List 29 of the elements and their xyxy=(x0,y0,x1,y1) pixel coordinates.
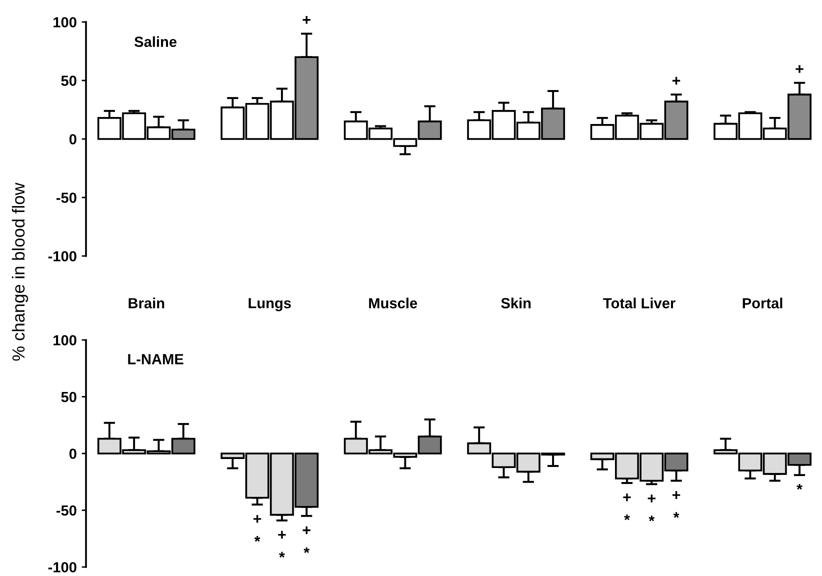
data-label: * xyxy=(796,484,802,490)
y-tick-label: 50 xyxy=(61,392,76,402)
data-label: + * xyxy=(623,493,631,520)
x-tick-label: Portal xyxy=(742,298,782,308)
data-label: + xyxy=(672,76,680,85)
y-tick-label: 50 xyxy=(61,76,76,86)
data-label: + * xyxy=(302,526,310,554)
y-tick-label: 100 xyxy=(54,17,76,28)
x-tick-label: Total Liver xyxy=(603,298,676,308)
data-label: + * xyxy=(278,530,286,558)
data-label: + * xyxy=(648,494,656,522)
data-label: + * xyxy=(253,515,262,542)
x-tick-label: Skin xyxy=(501,298,531,308)
data-label: + * xyxy=(672,491,680,518)
y-tick-label: -100 xyxy=(48,251,76,262)
data-label: + xyxy=(796,65,804,73)
x-tick-label: Lungs xyxy=(248,298,291,312)
x-tick-label: Muscle xyxy=(369,298,418,308)
text: Saline xyxy=(134,36,177,47)
y-tick-label: 0 xyxy=(69,134,76,144)
data-label: + xyxy=(302,16,310,24)
y-tick-label: 100 xyxy=(54,335,76,346)
y-tick-label: -50 xyxy=(56,192,76,203)
y-axis-title: % change in blood flow xyxy=(12,182,28,361)
y-tick-label: 0 xyxy=(69,448,76,459)
y-tick-label: -50 xyxy=(56,505,76,516)
text: L-NAME xyxy=(128,354,184,364)
y-tick-label: -100 xyxy=(48,562,76,572)
x-tick-label: Brain xyxy=(128,298,164,308)
